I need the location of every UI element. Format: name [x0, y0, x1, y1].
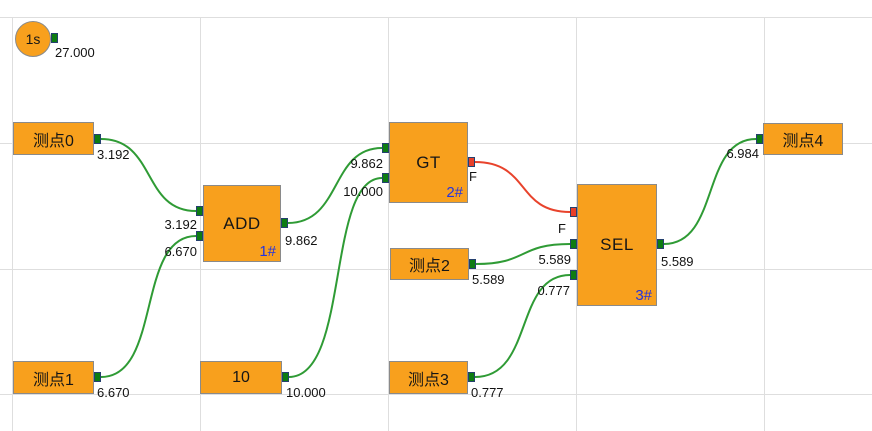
wire-sel-to-ts4[interactable] [663, 138, 757, 245]
node-add[interactable]: ADD 1# [203, 185, 281, 262]
add-input2-value: 6.670 [164, 244, 197, 259]
node-ts0[interactable]: 测点0 [13, 122, 94, 155]
sel-input1-value: F [558, 221, 566, 236]
node-ts1-label: 测点1 [33, 371, 74, 389]
node-gt-id-badge: 2# [446, 184, 463, 201]
node-sel[interactable]: SEL 3# [577, 184, 657, 306]
gt-input1-port[interactable] [382, 143, 389, 153]
grid-line-v [388, 17, 389, 431]
wire-gt-to-sel[interactable] [474, 161, 571, 213]
node-const-10[interactable]: 10 [200, 361, 282, 394]
gt-input1-value: 9.862 [350, 156, 383, 171]
timer-node[interactable]: 1s [15, 21, 51, 57]
node-gt-label: GT [416, 152, 441, 172]
node-ts3-label: 测点3 [408, 371, 449, 389]
timer-output-port[interactable] [51, 33, 58, 43]
ts3-output-value: 0.777 [471, 385, 504, 400]
ts1-output-value: 6.670 [97, 385, 130, 400]
wire-ts3-to-sel[interactable] [474, 274, 571, 378]
timer-label: 1s [25, 31, 41, 47]
add-input1-value: 3.192 [164, 217, 197, 232]
node-ts4-label: 测点4 [782, 133, 824, 150]
gt-input2-value: 10.000 [343, 184, 383, 199]
wire-ts2-to-sel[interactable] [475, 243, 571, 265]
node-ts2[interactable]: 测点2 [390, 248, 469, 280]
node-ts3[interactable]: 测点3 [389, 361, 468, 394]
sel-input2-value: 5.589 [538, 252, 571, 267]
sel-input2-port[interactable] [570, 239, 577, 249]
ts2-output-value: 5.589 [472, 272, 505, 287]
grid-line-v [12, 17, 13, 431]
timer-output-value: 27.000 [55, 45, 95, 60]
node-ts1[interactable]: 测点1 [13, 361, 94, 394]
gt-input2-port[interactable] [382, 173, 389, 183]
grid-line-v [200, 17, 201, 431]
ts1-output-port[interactable] [94, 372, 101, 382]
wire-c10-to-gt[interactable] [288, 177, 383, 378]
wire-ts1-to-add[interactable] [100, 235, 197, 378]
ts2-output-port[interactable] [469, 259, 476, 269]
grid-line-h [0, 17, 872, 18]
grid-line-v [764, 17, 765, 431]
const-10-output-value: 10.000 [286, 385, 326, 400]
gt-output-port[interactable] [468, 157, 475, 167]
node-add-id-badge: 1# [259, 243, 276, 260]
sel-output-value: 5.589 [661, 254, 694, 269]
node-gt[interactable]: GT 2# [389, 122, 468, 203]
sel-input1-port[interactable] [570, 207, 577, 217]
ts0-output-port[interactable] [94, 134, 101, 144]
ts3-output-port[interactable] [468, 372, 475, 382]
sel-input3-value: 0.777 [537, 283, 570, 298]
wire-ts0-to-add[interactable] [100, 138, 197, 212]
add-input1-port[interactable] [196, 206, 203, 216]
sel-output-port[interactable] [657, 239, 664, 249]
ts4-input-port[interactable] [756, 134, 763, 144]
grid-line-h [0, 394, 872, 395]
wire-add-to-gt[interactable] [287, 147, 383, 224]
add-output-port[interactable] [281, 218, 288, 228]
const-10-output-port[interactable] [282, 372, 289, 382]
node-sel-label: SEL [600, 235, 634, 254]
add-output-value: 9.862 [285, 233, 318, 248]
grid-line-v [576, 17, 577, 431]
ts0-output-value: 3.192 [97, 147, 130, 162]
sel-input3-port[interactable] [570, 270, 577, 280]
node-ts2-label: 测点2 [409, 258, 450, 275]
ts4-input-value: 6.984 [726, 146, 759, 161]
add-input2-port[interactable] [196, 231, 203, 241]
gt-output-value: F [469, 169, 477, 184]
node-ts0-label: 测点0 [33, 132, 74, 150]
node-sel-id-badge: 3# [635, 287, 652, 304]
node-add-label: ADD [223, 213, 261, 233]
node-const-10-label: 10 [232, 368, 250, 386]
node-ts4[interactable]: 测点4 [763, 123, 843, 155]
